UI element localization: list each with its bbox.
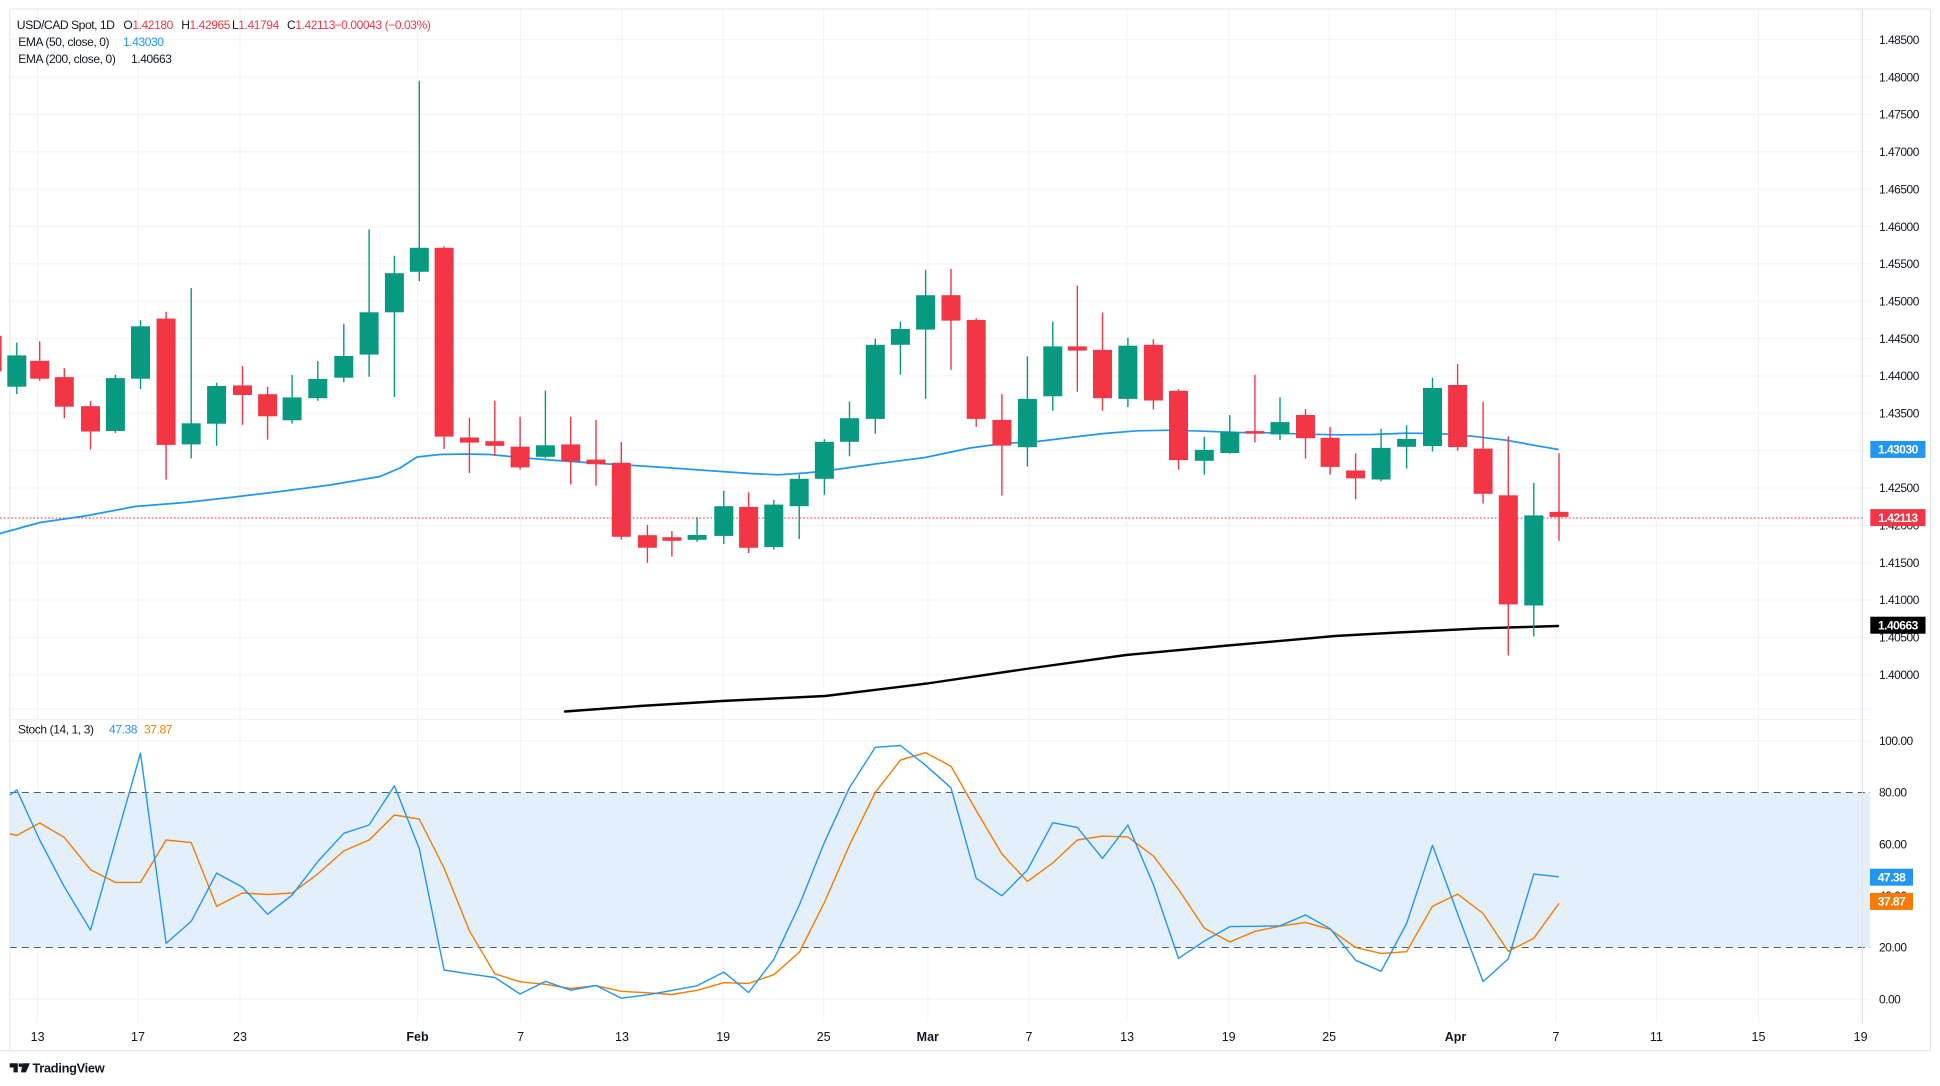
svg-text:80.00: 80.00 (1879, 786, 1907, 800)
svg-text:19: 19 (1222, 1030, 1236, 1044)
svg-text:1.47000: 1.47000 (1879, 145, 1920, 159)
svg-text:47.38: 47.38 (109, 722, 138, 736)
svg-text:13: 13 (31, 1030, 45, 1044)
svg-text:0.00: 0.00 (1879, 992, 1901, 1006)
svg-text:Feb: Feb (406, 1030, 429, 1044)
svg-text:13: 13 (1120, 1030, 1134, 1044)
svg-text:1.40000: 1.40000 (1879, 668, 1920, 682)
svg-text:1.48000: 1.48000 (1879, 70, 1920, 84)
svg-text:20.00: 20.00 (1879, 941, 1907, 955)
svg-text:1.46500: 1.46500 (1879, 182, 1920, 196)
svg-text:1.41000: 1.41000 (1879, 593, 1920, 607)
svg-text:25: 25 (1322, 1030, 1336, 1044)
svg-text:19: 19 (716, 1030, 730, 1044)
svg-text:60.00: 60.00 (1879, 837, 1907, 851)
svg-text:1.45000: 1.45000 (1879, 294, 1920, 308)
svg-text:Mar: Mar (917, 1030, 939, 1044)
svg-text:1.46000: 1.46000 (1879, 220, 1920, 234)
svg-text:1.44000: 1.44000 (1879, 369, 1920, 383)
svg-text:Stoch (14, 1, 3): Stoch (14, 1, 3) (18, 722, 94, 736)
svg-text:1.40663: 1.40663 (131, 52, 172, 66)
svg-text:TradingView: TradingView (33, 1061, 105, 1076)
svg-text:15: 15 (1752, 1030, 1766, 1044)
svg-text:37.87: 37.87 (144, 722, 173, 736)
svg-text:13: 13 (615, 1030, 629, 1044)
svg-text:USD/CAD Spot, 1D: USD/CAD Spot, 1D (17, 18, 115, 32)
svg-text:−0.00043 (−0.03%): −0.00043 (−0.03%) (335, 18, 431, 32)
svg-text:17: 17 (131, 1030, 145, 1044)
svg-text:19: 19 (1854, 1030, 1868, 1044)
svg-text:1.44500: 1.44500 (1879, 332, 1920, 346)
svg-text:Apr: Apr (1445, 1030, 1467, 1044)
svg-text:23: 23 (233, 1030, 247, 1044)
svg-text:1.40500: 1.40500 (1879, 631, 1920, 645)
svg-text:1.48500: 1.48500 (1879, 33, 1920, 47)
svg-text:EMA (50, close, 0): EMA (50, close, 0) (18, 35, 109, 49)
svg-text:1.47500: 1.47500 (1879, 108, 1920, 122)
svg-text:7: 7 (1553, 1030, 1560, 1044)
svg-text:L1.41794: L1.41794 (232, 18, 280, 32)
svg-text:7: 7 (1026, 1030, 1033, 1044)
svg-text:100.00: 100.00 (1879, 734, 1914, 748)
svg-text:1.41500: 1.41500 (1879, 556, 1920, 570)
svg-text:O1.42180: O1.42180 (123, 18, 173, 32)
svg-text:7: 7 (517, 1030, 524, 1044)
svg-text:1.43030: 1.43030 (123, 35, 164, 49)
svg-text:47.38: 47.38 (1878, 870, 1906, 884)
svg-text:1.45500: 1.45500 (1879, 257, 1920, 271)
svg-text:EMA (200, close, 0): EMA (200, close, 0) (18, 52, 116, 66)
svg-text:1.40663: 1.40663 (1878, 618, 1919, 632)
svg-text:H1.42965: H1.42965 (181, 18, 231, 32)
svg-text:1.43500: 1.43500 (1879, 407, 1920, 421)
svg-text:37.87: 37.87 (1878, 895, 1906, 909)
svg-text:1.42500: 1.42500 (1879, 481, 1920, 495)
svg-text:C1.42113: C1.42113 (287, 18, 336, 32)
svg-text:1.42113: 1.42113 (1878, 511, 1918, 525)
svg-text:1.43030: 1.43030 (1878, 443, 1919, 457)
svg-text:25: 25 (817, 1030, 831, 1044)
svg-text:11: 11 (1650, 1030, 1663, 1044)
